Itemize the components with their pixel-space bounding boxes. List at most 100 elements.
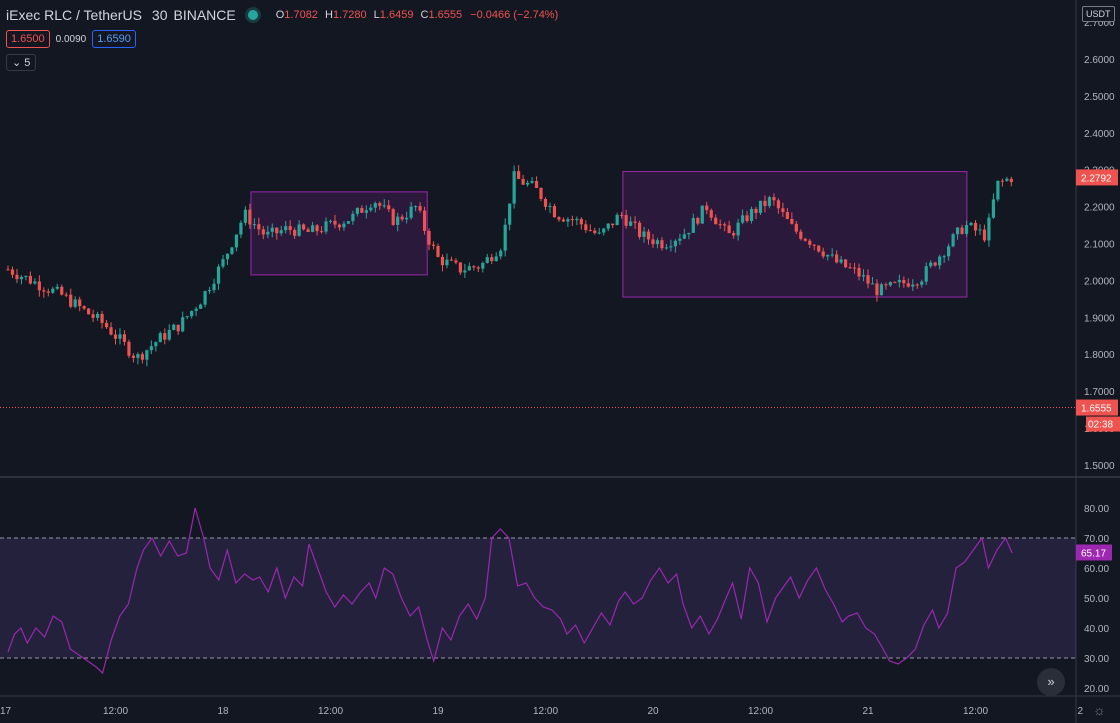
candle-body	[458, 262, 462, 273]
time-tick-label: 12:00	[533, 706, 558, 717]
candle-body	[60, 286, 64, 295]
price-tick-label: 1.5000	[1084, 461, 1115, 472]
candle-body	[78, 299, 82, 307]
candle-body	[409, 206, 413, 218]
candle-body	[87, 308, 91, 315]
candle-body	[6, 269, 10, 271]
candle-body	[261, 229, 265, 235]
candle-body	[709, 210, 713, 218]
price-tick-label: 2.7000	[1084, 18, 1115, 29]
candle-body	[920, 281, 924, 285]
candle-body	[924, 266, 928, 282]
candle-body	[382, 205, 386, 207]
buy-button[interactable]: 1.6590	[92, 30, 136, 48]
candle-body	[629, 221, 633, 226]
time-tick-label: 12:00	[963, 706, 988, 717]
symbol-name[interactable]: iExec RLC / TetherUS	[6, 7, 142, 23]
candle-body	[351, 213, 355, 222]
high-value: 1.7280	[332, 9, 367, 21]
candle-body	[794, 223, 798, 232]
candle-body	[938, 256, 942, 266]
candle-body	[530, 181, 534, 183]
candle-body	[167, 330, 171, 340]
candle-body	[190, 310, 194, 317]
candle-body	[732, 233, 736, 236]
candle-body	[185, 316, 189, 318]
range-box[interactable]	[622, 171, 968, 298]
candle-body	[176, 324, 180, 332]
candle-body	[955, 227, 960, 235]
price-tick-label: 2.1000	[1084, 240, 1115, 251]
candle-body	[736, 222, 740, 236]
candle-body	[315, 225, 319, 232]
ohlc-readout: O1.7082 H1.7280 L1.6459 C1.6555 −0.0466 …	[275, 9, 559, 21]
candle-body	[593, 230, 597, 234]
candle-body	[19, 276, 24, 280]
candle-body	[508, 203, 512, 225]
candle-body	[960, 227, 964, 234]
candle-body	[373, 203, 377, 208]
candle-body	[978, 229, 982, 231]
price-tick-label: 2.5000	[1084, 92, 1115, 103]
candle-body	[642, 231, 646, 237]
candle-body	[727, 225, 731, 234]
candle-body	[852, 267, 857, 269]
candle-body	[445, 259, 449, 266]
candle-body	[844, 259, 848, 268]
range-boxes[interactable]	[250, 171, 968, 298]
scroll-to-realtime-icon[interactable]: »	[1037, 668, 1065, 696]
candle-body	[1005, 178, 1009, 181]
indicators-toggle[interactable]: ⌄ 5	[6, 54, 37, 71]
candle-body	[893, 282, 897, 284]
candle-body	[122, 334, 127, 342]
candle-body	[225, 253, 230, 260]
settings-gear-icon[interactable]: ☼	[1093, 702, 1106, 718]
candle-body	[799, 231, 803, 239]
candle-body	[499, 250, 503, 257]
candle-body	[234, 234, 239, 248]
candle-body	[696, 218, 700, 224]
time-tick-label: 17	[0, 706, 12, 717]
candle-body	[588, 230, 592, 232]
candle-body	[579, 218, 583, 225]
last-price-tag	[1076, 399, 1118, 416]
candle-body	[24, 275, 28, 277]
sell-button[interactable]: 1.6500	[6, 30, 50, 48]
candle-body	[763, 200, 767, 206]
market-open-icon	[247, 10, 258, 20]
change-value: −0.0466 (−2.74%)	[470, 9, 559, 21]
candle-body	[745, 215, 749, 221]
candle-body	[476, 267, 480, 269]
candle-body	[687, 232, 691, 235]
candle-body	[449, 259, 454, 261]
candle-body	[163, 333, 167, 340]
candle-body	[440, 256, 445, 266]
candle-body	[691, 218, 695, 233]
candle-body	[248, 209, 252, 225]
candle-body	[548, 206, 552, 208]
candle-body	[615, 214, 619, 226]
interval-label[interactable]: 30	[151, 7, 168, 23]
rsi-tick-label: 70.00	[1084, 534, 1109, 545]
candle-body	[512, 171, 516, 204]
candle-body	[154, 342, 158, 347]
candle-body	[194, 308, 198, 311]
candle-body	[252, 224, 256, 226]
candle-body	[369, 207, 373, 211]
candle-body	[969, 222, 973, 225]
candle-body	[660, 240, 664, 249]
candle-body	[754, 208, 758, 213]
symbol-header[interactable]: iExec RLC / TetherUS 30 BINANCE O1.7082 …	[6, 7, 558, 23]
candle-body	[973, 222, 978, 231]
price-tick-label: 1.9000	[1084, 313, 1115, 324]
candle-body	[463, 270, 467, 273]
price-tick-label: 2.6000	[1084, 55, 1115, 66]
candle-body	[982, 229, 987, 241]
candle-body	[104, 322, 109, 328]
range-box[interactable]	[250, 191, 428, 276]
candle-body	[33, 281, 37, 284]
candle-body	[790, 218, 794, 224]
time-tick-label: 12:00	[748, 706, 773, 717]
currency-button[interactable]: USDT	[1082, 6, 1115, 22]
